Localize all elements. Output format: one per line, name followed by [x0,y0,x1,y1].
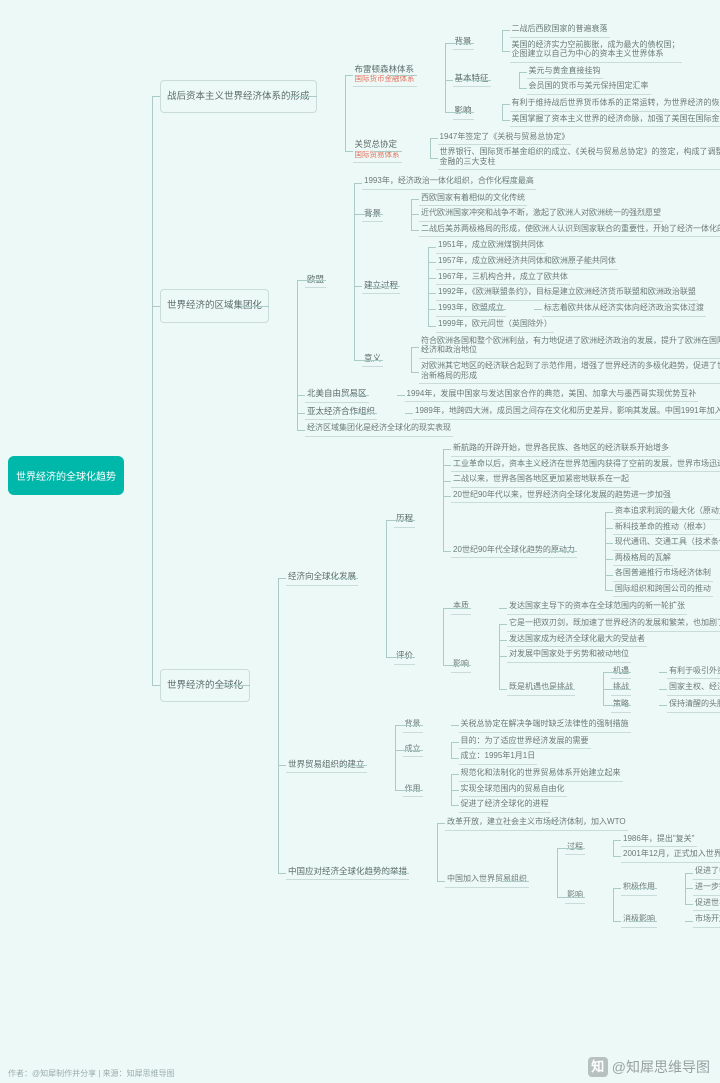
leaf: 近代欧洲国家冲突和战争不断，激起了欧洲人对欧洲统一的强烈愿望 [419,207,663,222]
leaf: 美国的经济实力空前膨胀，成为最大的债权国； 企图建立以自己为中心的资本主义世界体… [510,39,682,63]
leaf: 美元与黄金直接挂钩 [527,65,603,80]
leaf: 1989年，地跨四大洲，成员国之间存在文化和历史差异，影响其发展。中国1991年… [413,405,720,420]
leaf: 规范化和法制化的世界贸易体系开始建立起来 [459,767,623,782]
leaf: 保持清醒的头脑，制定合理对策，在积极主动的参与中谋求发展 [667,698,720,713]
leaf: 1992年，《欧洲联盟条约》，目标是建立欧洲经济货币联盟和欧洲政治联盟 [436,286,698,301]
leaf: 资本追求利润的最大化（原动力） [613,505,720,520]
leaf: 西欧国家有着相似的文化传统 [419,192,527,207]
leaf: 两极格局的瓦解 [613,552,673,567]
leaf: 促进世界经济的增长，有利于建立完整的世界贸易体系 [693,897,720,912]
leaf: 标志着欧共体从经济实体向经济政治实体过渡 [542,302,706,317]
leaf: 有利于维持战后世界货币体系的正常运转，为世界经济的恢复和发展创造了条件 [510,97,720,112]
leaf: 1993年，经济政治一体化组织，合作化程度最高 [362,175,536,190]
leaf: 关税总协定在解决争端时缺乏法律性的强制措施 [459,718,631,733]
leaf: 现代通讯、交通工具（技术条件） [613,536,720,551]
leaf: 1999年，欧元问世（英国除外） [436,318,554,333]
leaf: 2001年12月，正式加入世界贸易组织 [621,848,720,863]
leaf: 目的：为了适应世界经济发展的需要 [459,735,591,750]
leaf: 对发展中国家处于劣势和被动地位 [507,648,631,663]
leaf: 发达国家主导下的资本在全球范围内的新一轮扩张 [507,600,687,615]
leaf: 对欧洲其它地区的经济联合起到了示范作用，增强了世界经济的多极化趋势，促进了世界政… [419,360,720,384]
leaf: 1957年，成立欧洲经济共同体和欧洲原子能共同体 [436,255,618,270]
leaf: 工业革命以后，资本主义经济在世界范围内获得了空前的发展，世界市场迅速扩大 [451,458,720,473]
leaf: 二战后美苏两极格局的形成，使欧洲人认识到国家联合的重要性，开始了经济一体化的探索 [419,223,720,238]
leaf: 它是一把双刃剑，既加速了世界经济的发展和繁荣，也加剧了全球竞争中的利益失衡 [507,617,720,632]
leaf: 1967年，三机构合并，成立了欧共体 [436,271,570,286]
leaf: 二战以来，世界各国各地区更加紧密地联系在一起 [451,473,631,488]
leaf: 会员国的货币与美元保持固定汇率 [527,80,651,95]
zhihu-icon: 知 [588,1057,608,1077]
leaf: 发达国家成为经济全球化最大的受益者 [507,633,647,648]
watermark: 知 @知犀思维导图 [588,1057,710,1077]
leaf: 成立：1995年1月1日 [459,750,538,765]
leaf: 1994年，发展中国家与发达国家合作的典范，美国、加拿大与墨西哥实现优势互补 [405,388,699,403]
leaf: 1986年，提出"复关" [621,833,696,848]
leaf: 国家主权、经济安全、生存环境面临空前的挑战 [667,681,720,696]
leaf: 符合欧洲各国和整个欧洲利益，有力地促进了欧洲经济政治的发展，提升了欧洲在国际上的… [419,335,720,359]
leaf: 1951年，成立欧洲煤钢共同体 [436,239,546,254]
leaf: 新航路的开辟开始，世界各民族、各地区的经济联系开始增多 [451,442,671,457]
leaf: 20世纪90年代以来，世界经济向全球化发展的趋势进一步加强 [451,489,673,504]
leaf: 1947年签定了《关税与贸易总协定》 [438,131,572,146]
leaf: 美国掌握了资本主义世界的经济命脉，加强了美国在国际金融领域中的特权和支配地位 [510,113,720,128]
root-node: 世界经济的全球化趋势 [8,456,124,495]
leaf: 新科技革命的推动（根本） [613,521,713,536]
leaf: 二战后西欧国家的普遍衰落 [510,23,610,38]
leaf: 改革开放，建立社会主义市场经济体制，加入WTO [445,816,628,831]
leaf: 国际组织和跨国公司的推动 [613,583,713,598]
leaf: 促进了经济全球化的进程 [459,798,551,813]
leaf: 世界银行、国际货币基金组织的成立、《关税与贸易总协定》的签定，构成了调整世界经济… [438,146,720,170]
leaf: 促进了中国的经济发展 [693,865,720,880]
leaf: 经济区域集团化是经济全球化的现实表现 [305,422,453,437]
mindmap-root: 世界经济的全球化趋势 战后资本主义世界经济体系的形成 布雷顿森林体系国际货币金融… [8,20,720,932]
leaf: 进一步完善了社会主义市场经济体制 [693,881,720,896]
leaf: 有利于吸引外资、技术和先进的管理经验，开拓国际市场 [667,665,720,680]
credit-text: 作者：@知犀制作并分享 | 来源：知犀思维导图 [8,1068,175,1079]
leaf: 各国普遍推行市场经济体制 [613,567,713,582]
leaf: 市场开放、关税减让，使农业、汽车等行业受到冲击 [693,913,720,928]
leaf: 实现全球范围内的贸易自由化 [459,783,567,798]
